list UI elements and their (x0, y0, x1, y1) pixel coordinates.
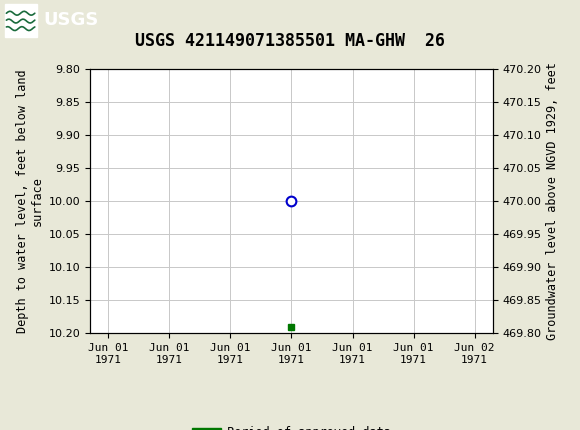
Text: USGS 421149071385501 MA-GHW  26: USGS 421149071385501 MA-GHW 26 (135, 32, 445, 50)
Text: USGS: USGS (44, 12, 99, 29)
Legend: Period of approved data: Period of approved data (187, 421, 396, 430)
Y-axis label: Depth to water level, feet below land
surface: Depth to water level, feet below land su… (16, 69, 44, 333)
Bar (5, 4, 37, 37)
Y-axis label: Groundwater level above NGVD 1929, feet: Groundwater level above NGVD 1929, feet (546, 62, 559, 340)
